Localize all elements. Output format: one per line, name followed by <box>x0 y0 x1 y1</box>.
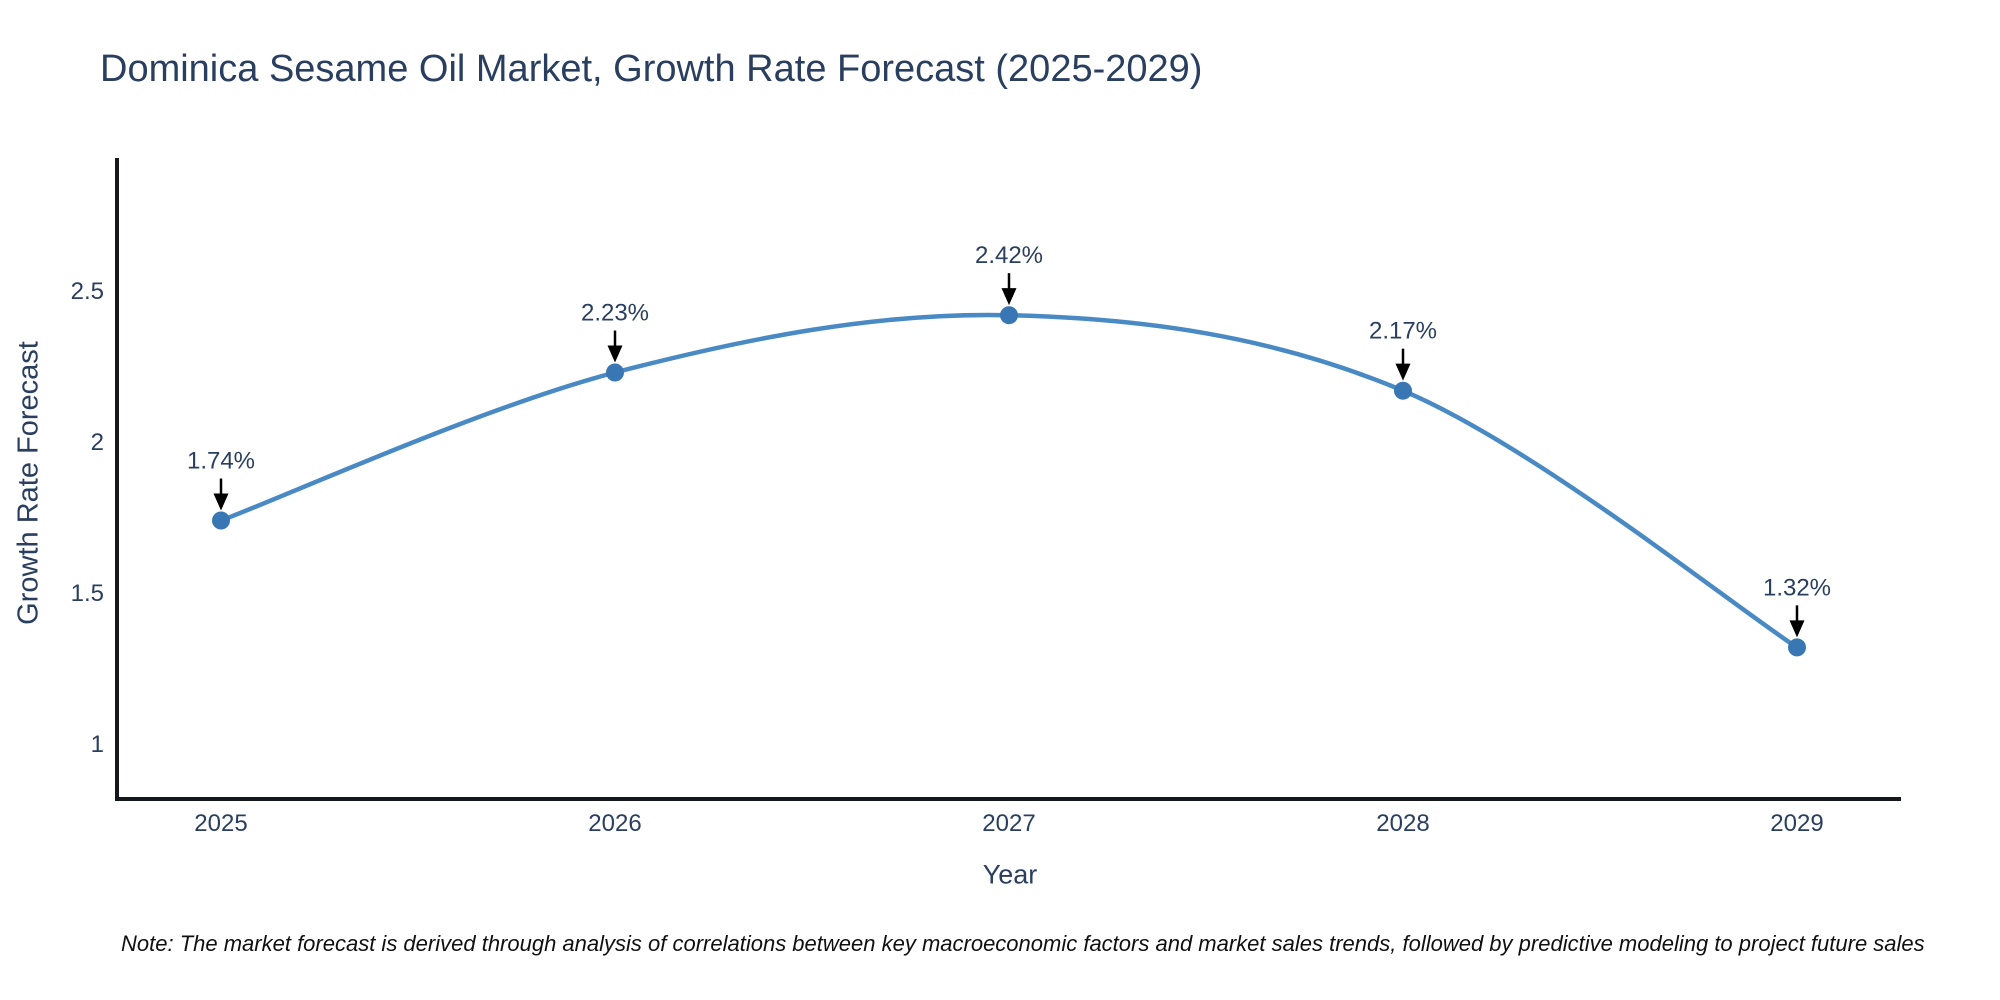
footnote: Note: The market forecast is derived thr… <box>121 931 1925 956</box>
y-tick-label: 2.5 <box>71 278 104 305</box>
x-tick-label: 2026 <box>588 810 641 837</box>
annotation-label: 2.23% <box>581 300 649 327</box>
data-point-marker <box>606 363 624 382</box>
data-point-marker <box>212 511 230 530</box>
annotation-arrow-head <box>1395 363 1411 381</box>
data-point-marker <box>1394 381 1412 400</box>
x-tick-label: 2025 <box>194 810 247 837</box>
chart-title: Dominica Sesame Oil Market, Growth Rate … <box>100 48 1203 90</box>
annotation-arrow-head <box>1789 620 1805 638</box>
annotation-label: 2.42% <box>975 242 1043 269</box>
y-tick-label: 1 <box>91 731 104 758</box>
annotation-label: 1.32% <box>1763 574 1831 601</box>
x-tick-label: 2028 <box>1376 810 1429 837</box>
x-tick-label: 2029 <box>1770 810 1823 837</box>
x-tick-label: 2027 <box>982 810 1035 837</box>
data-point-marker <box>1788 638 1806 657</box>
annotation-label: 1.74% <box>187 448 255 475</box>
data-point-marker <box>1000 306 1018 325</box>
y-tick-label: 2 <box>91 429 104 456</box>
annotation-arrow-head <box>213 493 229 511</box>
trend-line <box>218 312 1800 650</box>
annotation-arrow-head <box>607 345 623 363</box>
annotation-label: 2.17% <box>1369 318 1437 345</box>
x-axis-title: Year <box>982 859 1038 890</box>
y-tick-label: 1.5 <box>71 580 104 607</box>
annotation-arrow-head <box>1001 288 1017 306</box>
